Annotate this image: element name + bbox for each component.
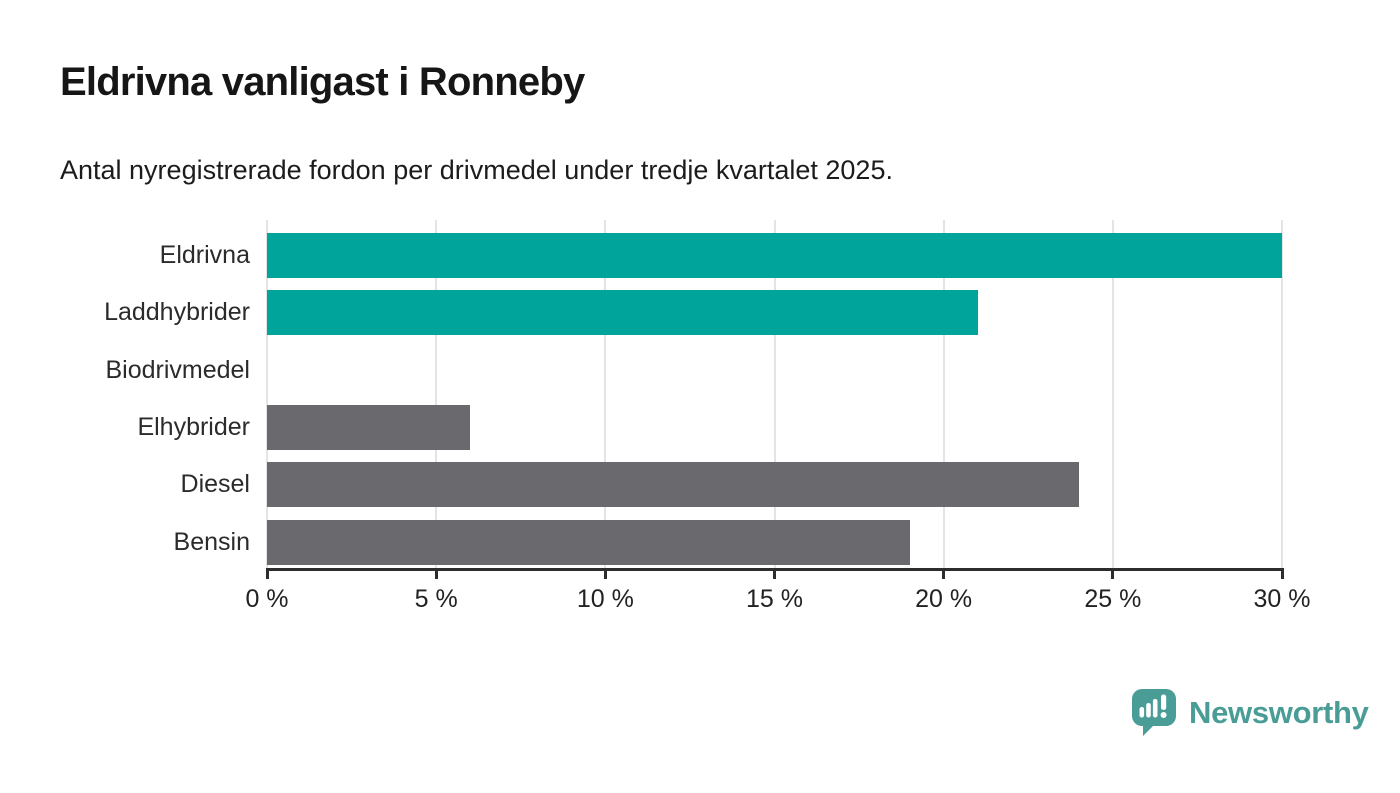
brand-name: Newsworthy xyxy=(1189,695,1369,730)
y-axis-category-labels: Eldrivna Laddhybrider Biodrivmedel Elhybrid… xyxy=(0,220,250,568)
category-label: Eldrivna xyxy=(159,241,250,269)
chart-subtitle: Antal nyregistrerade fordon per drivmede… xyxy=(60,155,893,185)
gridline xyxy=(604,220,607,568)
x-axis-tick-label: 0 % xyxy=(245,585,289,613)
gridline xyxy=(435,220,438,568)
newsworthy-logo-icon xyxy=(1132,689,1176,736)
gridline xyxy=(942,220,945,568)
x-axis-tick-label: 30 % xyxy=(1253,585,1311,613)
chart-title: Eldrivna vanligast i Ronneby xyxy=(60,60,585,104)
gridline xyxy=(266,220,268,568)
x-axis-tick xyxy=(942,570,946,579)
x-axis-tick xyxy=(265,570,269,579)
x-axis-tick xyxy=(603,570,607,579)
x-axis-tick xyxy=(434,570,438,579)
brand-logo: Newsworthy xyxy=(1131,688,1369,738)
x-axis-tick xyxy=(1111,570,1115,579)
bar-eldrivna xyxy=(267,233,1282,278)
gridline xyxy=(1111,220,1114,568)
category-label: Laddhybrider xyxy=(104,298,250,327)
x-axis-tick xyxy=(1280,570,1284,579)
x-axis-tick-label: 25 % xyxy=(1084,585,1142,613)
bar-elhybrider xyxy=(267,404,470,450)
bar-laddhybrider xyxy=(267,290,978,336)
x-axis-tick-label: 15 % xyxy=(746,585,803,613)
category-label: Bensin xyxy=(173,527,250,556)
category-label: Diesel xyxy=(180,470,250,499)
x-axis-tick-label: 5 % xyxy=(414,585,458,613)
bar-diesel xyxy=(267,462,1079,508)
gridline xyxy=(1281,220,1283,568)
bar-chart-plot-area xyxy=(266,220,1283,568)
x-axis-line xyxy=(266,568,1284,571)
x-axis-tick-label: 20 % xyxy=(915,585,973,613)
category-label: Elhybrider xyxy=(137,412,250,441)
bar-bensin xyxy=(267,519,910,565)
x-axis-tick-label: 10 % xyxy=(576,585,634,613)
category-label: Biodrivmedel xyxy=(105,355,250,384)
x-axis-tick xyxy=(773,570,776,579)
gridline xyxy=(773,220,776,568)
